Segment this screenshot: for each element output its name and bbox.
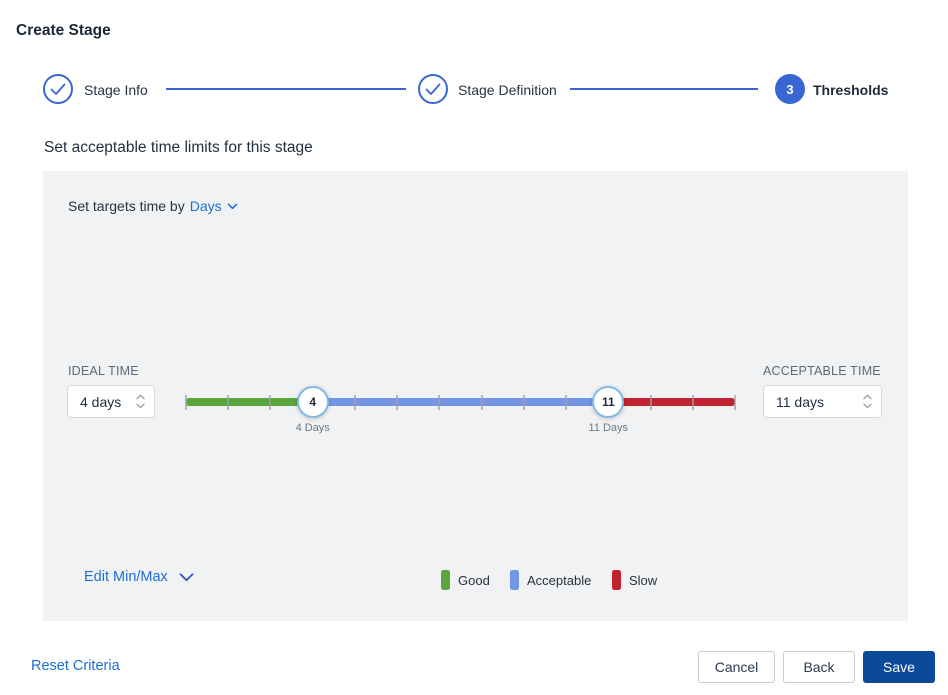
slider-tick	[269, 395, 272, 410]
slider-tick	[649, 395, 652, 410]
step-3-circle[interactable]: 3	[775, 74, 805, 104]
slider-segment-acceptable	[312, 398, 609, 406]
stepper-up-icon[interactable]	[136, 394, 145, 400]
slider-tick	[353, 395, 356, 410]
back-button[interactable]: Back	[783, 651, 855, 683]
legend-item-good: Good	[441, 570, 490, 590]
slider-tick	[522, 395, 525, 410]
slider-tick	[438, 395, 441, 410]
edit-minmax-link[interactable]: Edit Min/Max	[84, 569, 194, 585]
set-targets-row: Set targets time by Days	[68, 198, 238, 214]
ideal-time-stepper[interactable]	[136, 394, 154, 409]
step-3-label: Thresholds	[813, 82, 889, 98]
acceptable-time-input[interactable]	[764, 393, 863, 410]
check-icon	[50, 83, 66, 95]
set-targets-label: Set targets time by	[68, 198, 185, 214]
good-swatch	[441, 570, 450, 590]
slider-segment-slow	[608, 398, 735, 406]
legend-label-good: Good	[458, 572, 490, 588]
unit-selector[interactable]: Days	[190, 198, 238, 214]
legend-label-acceptable: Acceptable	[527, 572, 592, 588]
stepper-down-icon[interactable]	[136, 403, 145, 409]
slider-tick	[227, 395, 230, 410]
acceptable-time-label: ACCEPTABLE TIME	[763, 364, 881, 378]
stepper-connector-2	[570, 88, 758, 90]
check-icon	[425, 83, 441, 95]
slider-tick	[185, 395, 187, 410]
chevron-down-icon	[179, 572, 194, 581]
slider-tick	[734, 395, 736, 410]
legend-item-acceptable: Acceptable	[510, 570, 591, 590]
ideal-handle[interactable]: 4	[296, 386, 329, 418]
step-2-circle[interactable]	[418, 74, 448, 104]
step-1-label[interactable]: Stage Info	[84, 82, 148, 98]
slow-swatch	[612, 570, 621, 590]
threshold-slider: 4 11 4 Days 11 Days	[43, 171, 908, 621]
stepper-up-icon[interactable]	[863, 394, 872, 400]
section-heading: Set acceptable time limits for this stag…	[44, 139, 313, 156]
save-button[interactable]: Save	[863, 651, 935, 683]
stepper-connector-1	[166, 88, 406, 90]
threshold-panel: Set targets time by Days IDEAL TIME ACCE…	[43, 171, 908, 621]
acceptable-swatch	[510, 570, 519, 590]
page-title: Create Stage	[16, 22, 111, 39]
cancel-button[interactable]: Cancel	[698, 651, 775, 683]
ideal-time-input[interactable]	[68, 393, 136, 410]
step-2-label[interactable]: Stage Definition	[458, 82, 557, 98]
step-1-circle[interactable]	[43, 74, 73, 104]
slider-tick	[480, 395, 483, 410]
ideal-time-label: IDEAL TIME	[68, 364, 139, 378]
legend-label-slow: Slow	[629, 572, 658, 588]
legend-item-slow: Slow	[612, 570, 657, 590]
slider-tick	[691, 395, 694, 410]
slider-segment-good	[186, 398, 313, 406]
acceptable-handle[interactable]: 11	[592, 386, 625, 418]
edit-minmax-label: Edit Min/Max	[84, 569, 168, 585]
ideal-handle-label: 4 Days	[295, 422, 330, 434]
ideal-time-input-box	[67, 385, 155, 418]
reset-criteria-link[interactable]: Reset Criteria	[31, 658, 120, 674]
slider-tick	[565, 395, 568, 410]
stepper-down-icon[interactable]	[863, 403, 872, 409]
acceptable-time-stepper[interactable]	[863, 394, 881, 409]
unit-selector-value: Days	[189, 198, 222, 214]
acceptable-time-input-box	[763, 385, 882, 418]
chevron-down-icon	[227, 203, 237, 209]
acceptable-handle-label: 11 Days	[588, 422, 629, 434]
slider-tick	[396, 395, 399, 410]
